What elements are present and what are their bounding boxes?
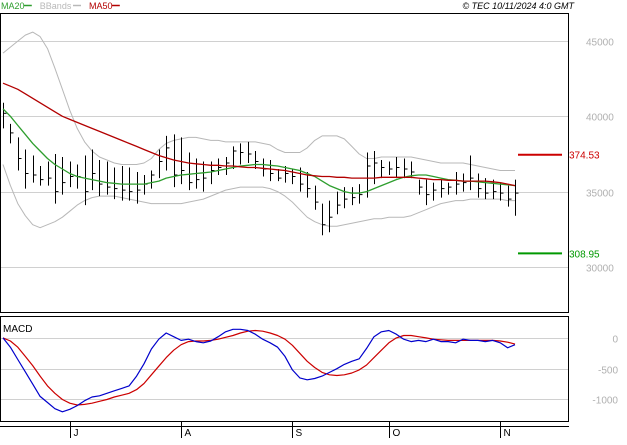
macd-lines bbox=[2, 328, 516, 413]
macd-title: MACD bbox=[3, 324, 32, 335]
x-tick-label: N bbox=[504, 428, 511, 439]
signal-line bbox=[2, 329, 516, 406]
bbands-lower-line bbox=[2, 164, 515, 229]
x-tick-label: S bbox=[296, 428, 303, 439]
level-label-0: 374.53 bbox=[569, 151, 600, 162]
legend-label-2: MA50 bbox=[89, 1, 113, 11]
price-grid bbox=[1, 41, 568, 268]
price-panel-frame bbox=[0, 13, 569, 313]
price-y-tick-label: 45000 bbox=[586, 38, 614, 49]
moving-averages bbox=[2, 82, 516, 194]
x-tick-label: J bbox=[74, 428, 79, 439]
price-axis-y: 30000 35000 40000 45000 bbox=[586, 38, 614, 275]
copyright-text: © TEC 10/11/2024 4:0 GMT bbox=[462, 1, 575, 11]
price-y-tick-label: 40000 bbox=[586, 113, 614, 124]
level-label-1: 308.95 bbox=[569, 249, 600, 260]
ma20-line bbox=[2, 108, 516, 194]
macd-y-tick-label: -500 bbox=[598, 366, 618, 377]
price-levels: 374.53 308.95 bbox=[518, 151, 600, 260]
x-tick-label: A bbox=[185, 428, 192, 439]
price-ohlc-bars bbox=[3, 102, 519, 236]
macd-line bbox=[2, 328, 516, 413]
legend-label-1: BBands bbox=[40, 1, 72, 11]
legend: MA20 BBands MA50 bbox=[1, 1, 120, 11]
x-tick-label: O bbox=[393, 428, 401, 439]
macd-y-tick-label: -1000 bbox=[592, 396, 618, 407]
ma50-line bbox=[2, 82, 516, 187]
price-y-tick-label: 35000 bbox=[586, 189, 614, 200]
macd-y-tick-label: 0 bbox=[612, 335, 618, 346]
legend-label-0: MA20 bbox=[1, 1, 25, 11]
bbands-upper-line bbox=[2, 31, 515, 171]
price-y-tick-label: 30000 bbox=[586, 264, 614, 275]
bollinger-bands bbox=[2, 31, 515, 229]
macd-axis-y: 0 -500 -1000 bbox=[592, 335, 618, 407]
